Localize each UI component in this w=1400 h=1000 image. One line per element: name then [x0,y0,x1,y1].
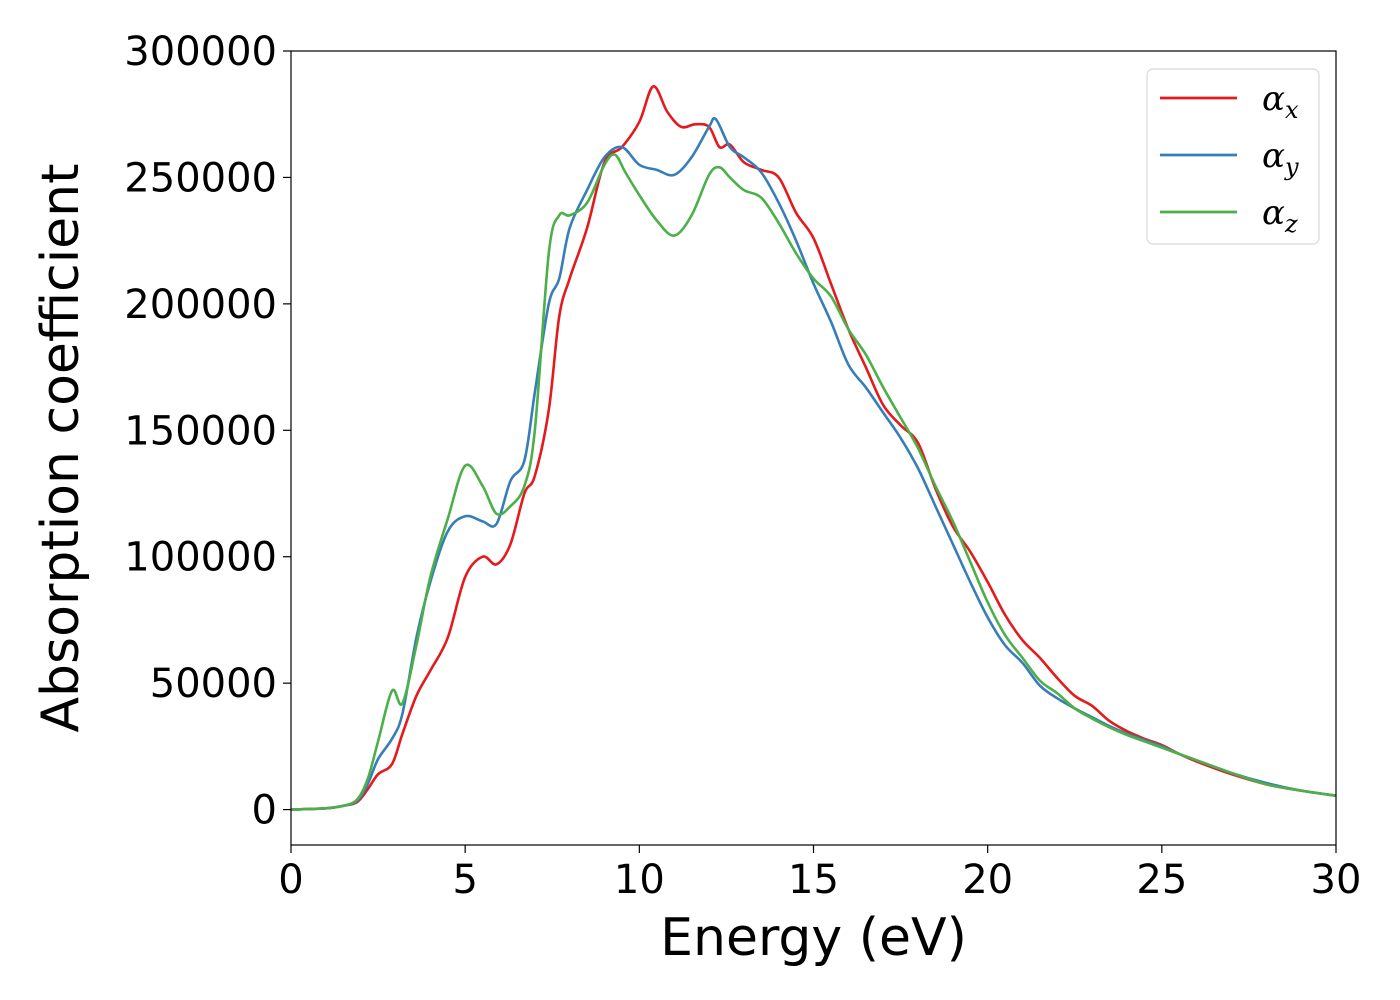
x-tick-label: 10 [614,857,665,903]
x-tick-label: 0 [278,857,303,903]
x-tick-label: 30 [1311,857,1362,903]
x-axis-ticks: 0 5 10 15 20 25 30 [278,845,1361,903]
legend-label-alpha-y: αy [1262,136,1299,181]
x-tick-label: 25 [1136,857,1187,903]
y-tick-label: 100000 [124,535,277,581]
y-tick-label: 300000 [124,29,277,75]
y-tick-label: 250000 [124,155,277,201]
legend: αx αy αz [1146,68,1320,245]
legend-box [1146,68,1320,245]
x-axis-title: Energy (eV) [660,908,967,968]
y-axis-ticks: 0 50000 100000 150000 200000 250000 300000 [124,29,291,834]
y-tick-label: 50000 [150,661,277,707]
series-layer [290,85,1337,811]
y-tick-label: 200000 [124,282,277,328]
y-axis-title: Absorption coefficient [31,163,91,732]
y-tick-label: 150000 [124,408,277,454]
legend-label-alpha-x: αx [1262,79,1299,124]
series-line-alpha-x [290,85,1337,811]
x-tick-label: 15 [788,857,839,903]
y-tick-label: 0 [252,788,277,834]
x-tick-label: 20 [962,857,1013,903]
series-line-alpha-z [290,153,1337,811]
x-tick-label: 5 [452,857,477,903]
legend-label-alpha-z: αz [1262,193,1298,238]
